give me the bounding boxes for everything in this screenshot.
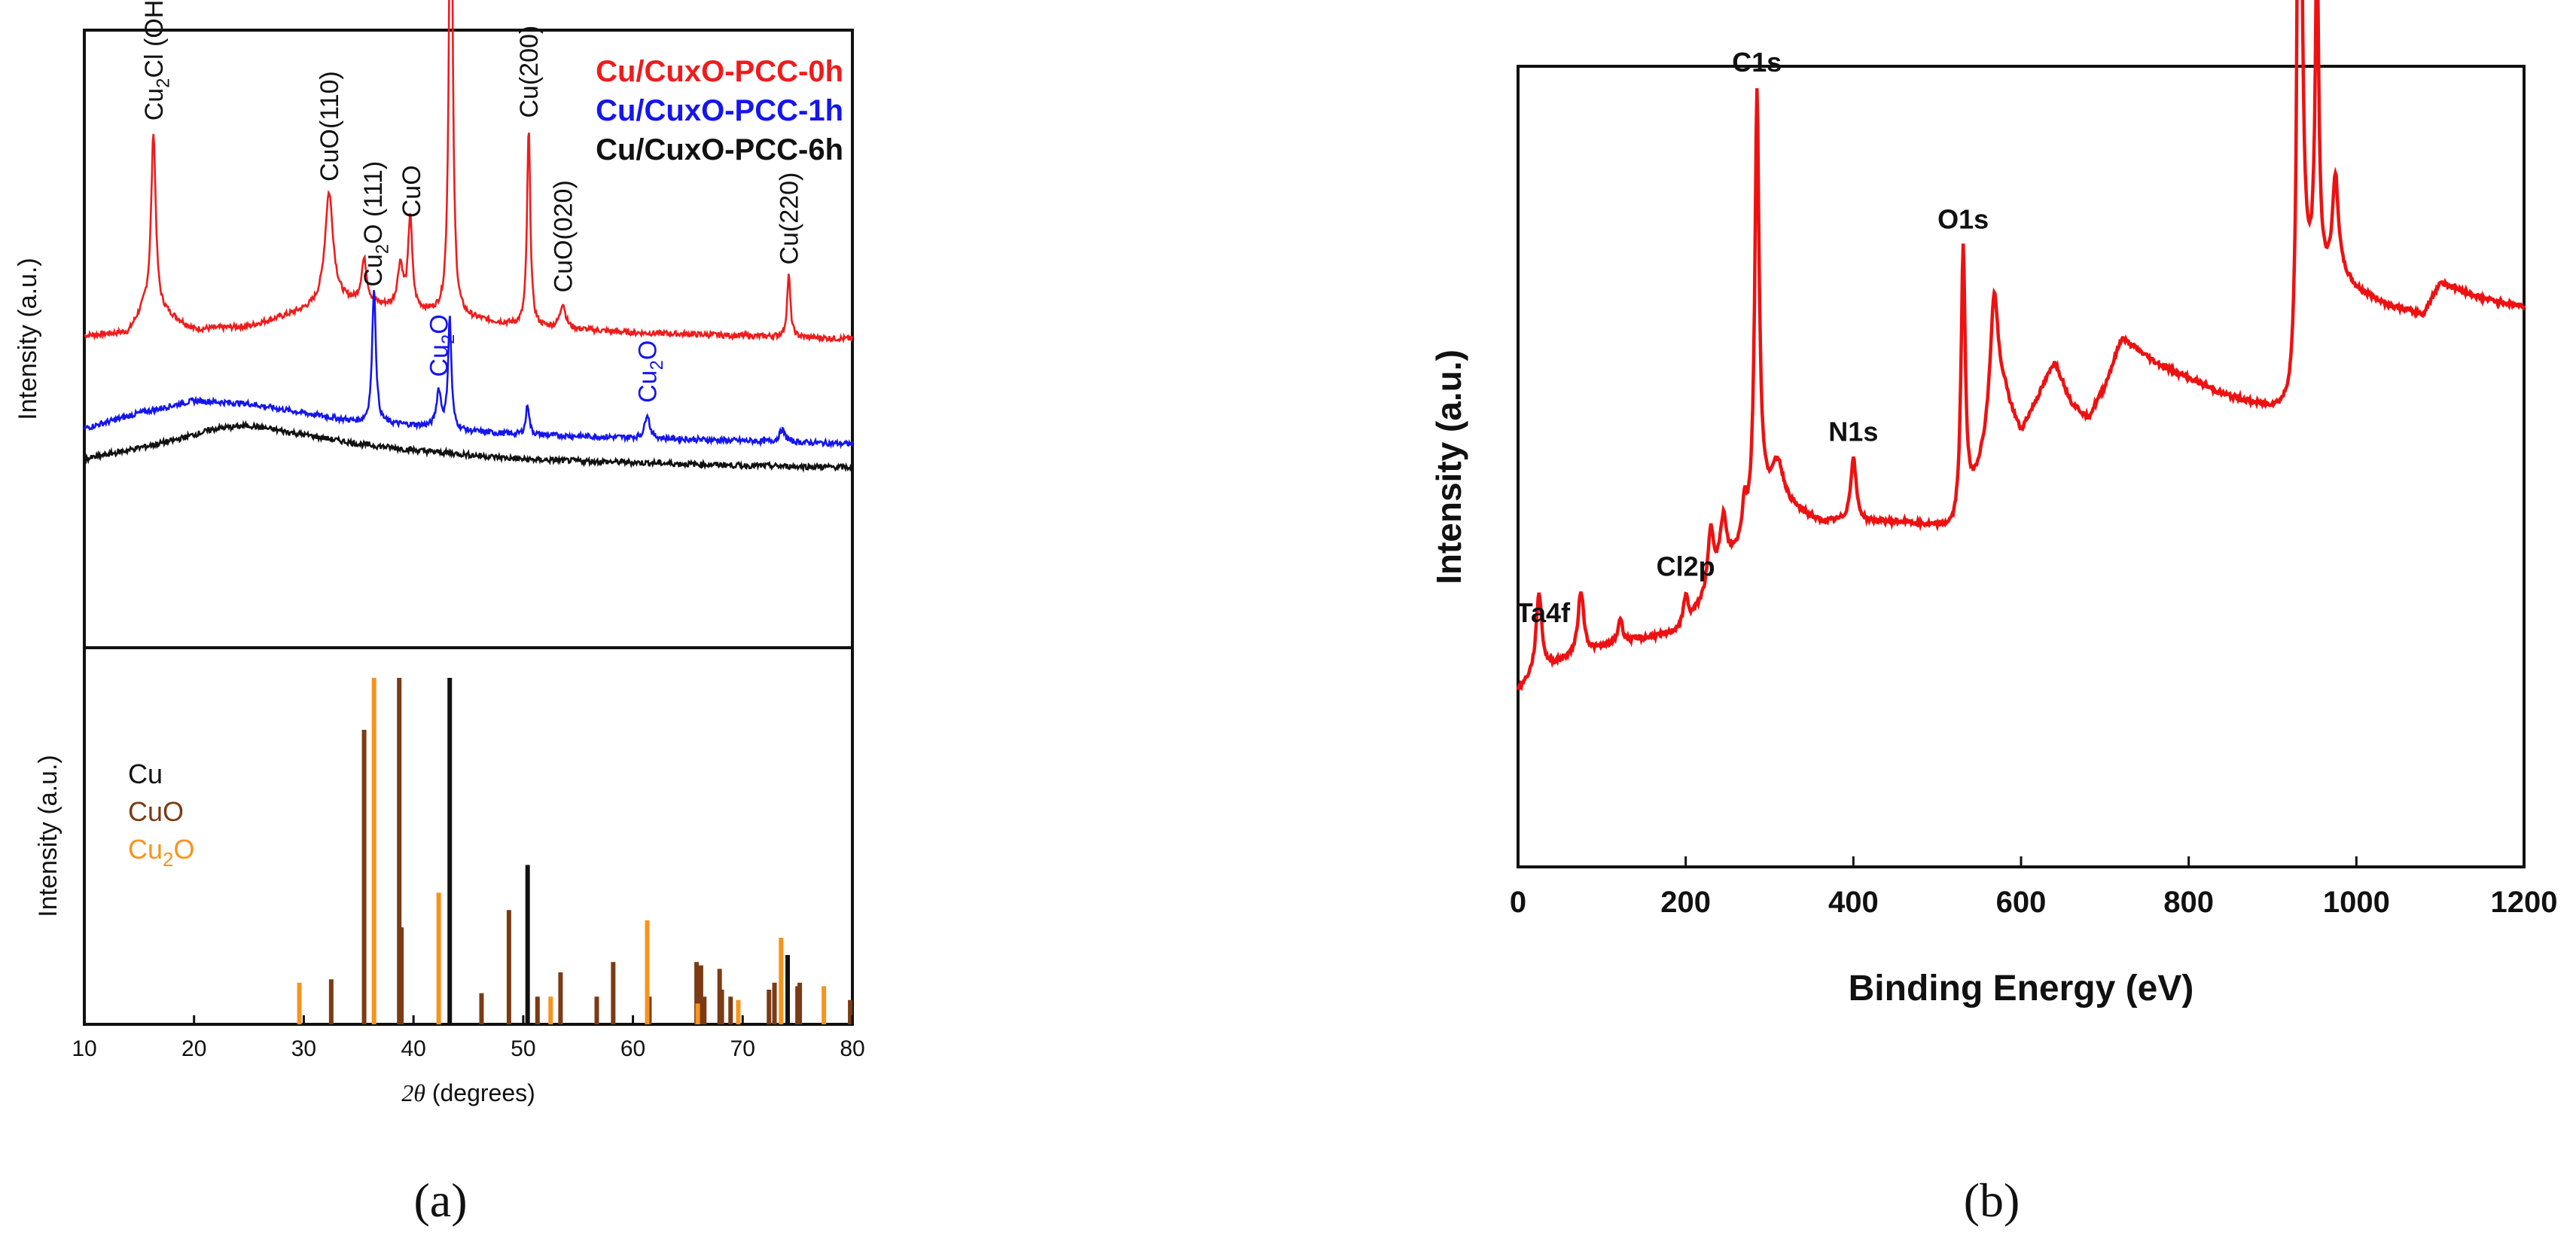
peak-label-part: Cu: [359, 254, 388, 286]
xrd-peak-label: Cu2O: [425, 314, 459, 377]
xps-x-axis-label: Binding Energy (eV): [1849, 969, 2194, 1009]
xps-x-tick-label: 1000: [2323, 886, 2390, 919]
xps-chart: Ta4fCl2pC1sN1sO1sCu2p 020040060080010001…: [1429, 0, 2557, 1009]
xrd-peak-label: CuO: [398, 165, 426, 218]
peak-label-part: CuO: [398, 165, 426, 218]
xrd-peak-annotations: Cu2Cl (OH)3 (021)CuO(110)Cu2O (111)CuOCu…: [140, 0, 804, 403]
xps-x-ticks: 0 200 400 600 800 1000 1200: [1510, 856, 2558, 919]
reference-x-axis-label-math: 2θ: [401, 1079, 425, 1106]
panel-label-a: (a): [413, 1173, 467, 1227]
peak-label-part: Cu: [634, 370, 663, 402]
reference-legend-cuo: CuO: [128, 796, 184, 827]
reference-x-tick-label: 10: [72, 1036, 96, 1061]
reference-y-axis-label: Intensity (a.u.): [34, 755, 62, 917]
reference-legend: Cu CuO Cu2O: [128, 758, 195, 871]
peak-label-part: Cl (OH): [140, 0, 169, 78]
peak-label-part: Cu(200): [515, 26, 544, 118]
reference-x-tick-label: 70: [730, 1036, 755, 1061]
reference-legend-cu2o-rest: O: [174, 834, 195, 865]
xrd-legend: Cu/CuxO-PCC-0h Cu/CuxO-PCC-1h Cu/CuxO-PC…: [596, 55, 843, 166]
xrd-legend-0h: Cu/CuxO-PCC-0h: [596, 55, 843, 88]
peak-label-subscript: 2: [438, 334, 459, 344]
xps-x-tick-label: 600: [1996, 886, 2047, 919]
xps-peak-label: Cl2p: [1657, 551, 1715, 581]
peak-label-part: O: [634, 340, 663, 360]
panel-label-b: (b): [1964, 1173, 2020, 1227]
xps-peak-label: C1s: [1732, 47, 1782, 78]
xps-x-tick-label: 400: [1828, 886, 1879, 919]
xps-x-tick-label: 0: [1510, 886, 1526, 919]
xps-x-tick-label: 200: [1660, 886, 1711, 919]
xrd-chart: Cu2Cl (OH)3 (021)CuO(110)Cu2O (111)CuOCu…: [14, 0, 854, 649]
xps-peak-label: N1s: [1828, 416, 1878, 447]
xrd-peak-label: Cu(220): [775, 172, 803, 265]
reference-x-ticks: 10 20 30 40 50 60 70 80: [72, 1015, 865, 1061]
xrd-peak-label: CuO(020): [549, 180, 578, 292]
peak-label-subscript: 2: [153, 78, 173, 88]
reference-legend-cu2o-sub: 2: [163, 848, 173, 871]
reference-x-tick-label: 40: [401, 1036, 425, 1061]
reference-x-tick-label: 30: [291, 1036, 316, 1061]
peak-label-part: O (111): [359, 161, 388, 244]
xrd-legend-6h: Cu/CuxO-PCC-6h: [596, 133, 843, 166]
reference-x-tick-label: 60: [620, 1036, 645, 1061]
xrd-y-axis-label: Intensity (a.u.): [14, 258, 42, 420]
reference-x-axis-label-rest: (degrees): [425, 1079, 535, 1106]
xps-peak-annotations: Ta4fCl2pC1sN1sO1sCu2p: [1517, 47, 1989, 628]
xrd-peak-label: Cu2O (111): [359, 161, 393, 287]
reference-chart: 10 20 30 40 50 60 70 80 Intensity (a.u.) Cu CuO…: [34, 646, 865, 1106]
xps-survey-line: [1516, 0, 2526, 692]
xrd-peak-label: Cu2Cl (OH)3 (021): [140, 0, 174, 121]
reference-legend-cu2o: Cu2O: [128, 834, 195, 871]
reference-x-tick-label: 50: [511, 1036, 535, 1061]
xrd-legend-1h: Cu/CuxO-PCC-1h: [596, 94, 843, 127]
xrd-series-group: [83, 0, 854, 473]
xps-x-tick-label: 1200: [2491, 886, 2558, 919]
peak-label-part: CuO(110): [316, 71, 344, 182]
peak-label-subscript: 2: [647, 360, 667, 370]
peak-label-part: Cu: [140, 88, 169, 121]
peak-label-part: Cu(220): [775, 172, 803, 265]
xrd-line-6h: [83, 420, 853, 473]
xrd-line-0h: [84, 0, 854, 343]
xrd-peak-label: Cu2O: [634, 340, 668, 403]
xps-y-axis-label: Intensity (a.u.): [1429, 349, 1468, 584]
reference-x-tick-label: 20: [181, 1036, 206, 1061]
reference-x-tick-label: 80: [840, 1036, 864, 1061]
xps-peak-label: Ta4f: [1517, 597, 1571, 628]
xps-x-tick-label: 800: [2163, 886, 2214, 919]
peak-label-part: CuO(020): [549, 180, 578, 292]
reference-bars-group: [297, 678, 853, 1024]
xps-plot-frame: [1517, 65, 2526, 868]
xps-peak-label: O1s: [1937, 203, 1989, 234]
xrd-peak-label: CuO(110): [316, 71, 344, 182]
xrd-peak-label: Cu(200): [515, 26, 544, 118]
reference-plot-frame: [83, 646, 854, 1026]
peak-label-part: O: [425, 314, 454, 334]
reference-x-axis-label: 2θ (degrees): [401, 1079, 535, 1106]
peak-label-subscript: 2: [373, 244, 393, 254]
reference-legend-cu: Cu: [128, 758, 163, 789]
peak-label-part: Cu: [425, 344, 454, 377]
xrd-line-1h: [83, 290, 854, 450]
reference-legend-cu2o-main: Cu: [128, 834, 163, 865]
xps-series-group: [1516, 0, 2526, 692]
